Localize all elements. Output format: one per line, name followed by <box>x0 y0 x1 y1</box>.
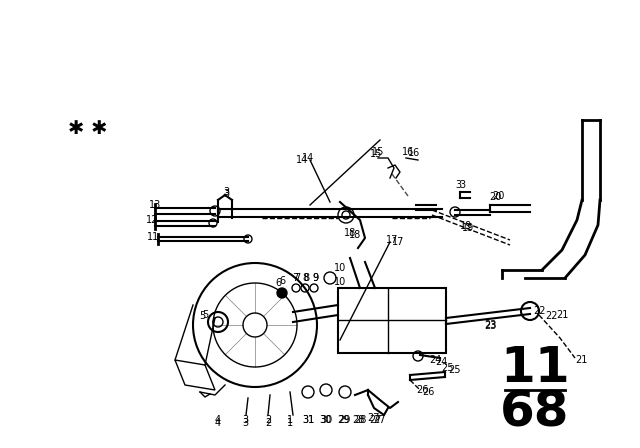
Text: 18: 18 <box>349 230 361 240</box>
Text: 3: 3 <box>455 180 461 190</box>
Text: 9: 9 <box>312 273 318 283</box>
Text: 7: 7 <box>294 273 300 283</box>
Text: 21: 21 <box>575 355 588 365</box>
Text: 14: 14 <box>296 155 308 165</box>
Text: 11: 11 <box>147 232 159 242</box>
Text: 3: 3 <box>459 180 465 190</box>
Text: 6: 6 <box>275 278 281 288</box>
Text: 24: 24 <box>435 357 447 367</box>
Text: 1: 1 <box>287 418 293 428</box>
Text: 3: 3 <box>242 415 248 425</box>
Text: 22: 22 <box>534 306 547 316</box>
Text: 30: 30 <box>319 415 331 425</box>
Text: 30: 30 <box>320 415 332 425</box>
Text: 13: 13 <box>149 200 161 210</box>
Text: 28: 28 <box>352 415 364 425</box>
Text: 20: 20 <box>489 192 501 202</box>
Text: 22: 22 <box>545 311 557 321</box>
Text: 27: 27 <box>368 413 380 423</box>
Text: 27: 27 <box>374 415 387 425</box>
Text: 8: 8 <box>302 273 308 283</box>
Text: 29: 29 <box>338 415 350 425</box>
Text: 3: 3 <box>223 189 229 199</box>
Text: 31: 31 <box>302 415 314 425</box>
Text: 5: 5 <box>202 310 208 320</box>
Text: 11: 11 <box>500 344 570 392</box>
Text: 26: 26 <box>416 385 428 395</box>
Text: 19: 19 <box>462 223 474 233</box>
Text: 15: 15 <box>372 147 384 157</box>
Text: 10: 10 <box>334 263 346 273</box>
Text: 5: 5 <box>199 311 205 321</box>
Circle shape <box>277 288 287 298</box>
Text: 2: 2 <box>265 418 271 428</box>
Text: 8: 8 <box>303 273 309 283</box>
Text: 4: 4 <box>215 418 221 428</box>
Text: 24: 24 <box>429 355 441 365</box>
Text: 25: 25 <box>442 363 454 373</box>
Text: 1: 1 <box>287 415 293 425</box>
Text: ✱ ✱: ✱ ✱ <box>68 119 108 138</box>
Text: 68: 68 <box>500 388 570 436</box>
Text: 15: 15 <box>370 149 382 159</box>
Text: 17: 17 <box>392 237 404 247</box>
Text: 14: 14 <box>302 153 314 163</box>
Text: 28: 28 <box>354 415 366 425</box>
Text: 9: 9 <box>312 273 318 283</box>
Text: 19: 19 <box>460 221 472 231</box>
Text: 20: 20 <box>492 191 504 201</box>
Text: 27: 27 <box>369 415 381 425</box>
Text: 10: 10 <box>334 277 346 287</box>
Text: 23: 23 <box>484 320 496 330</box>
Text: 12: 12 <box>146 215 158 225</box>
Text: 25: 25 <box>448 365 461 375</box>
Text: 29: 29 <box>337 415 349 425</box>
Text: 16: 16 <box>402 147 414 157</box>
Text: 23: 23 <box>484 321 496 331</box>
Text: 26: 26 <box>422 387 435 397</box>
Text: 7: 7 <box>292 273 298 283</box>
Text: 2: 2 <box>265 415 271 425</box>
Text: 4: 4 <box>215 415 221 425</box>
Text: 21: 21 <box>556 310 568 320</box>
Text: 6: 6 <box>279 276 285 286</box>
Text: 31: 31 <box>302 415 314 425</box>
Text: 3: 3 <box>223 187 229 197</box>
Text: 3: 3 <box>242 418 248 428</box>
Text: 18: 18 <box>344 228 356 238</box>
Text: 17: 17 <box>386 235 398 245</box>
Text: 16: 16 <box>408 148 420 158</box>
